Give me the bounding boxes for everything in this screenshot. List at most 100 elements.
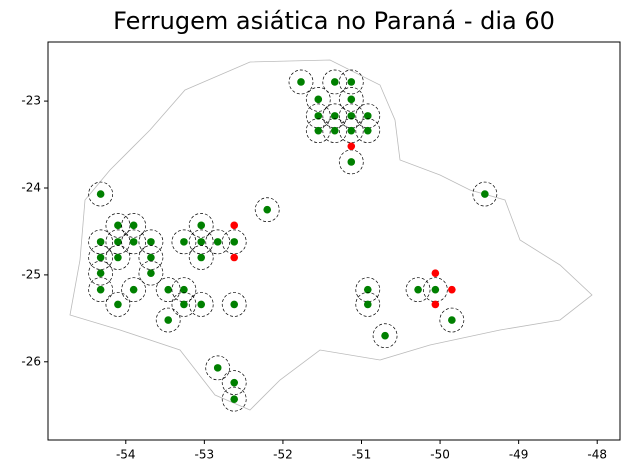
point (164, 316, 173, 324)
point (114, 253, 122, 262)
point (129, 221, 138, 230)
point (147, 253, 155, 262)
point (230, 378, 239, 387)
halo (105, 245, 131, 270)
point (230, 238, 239, 246)
halo (121, 277, 146, 303)
point (448, 316, 456, 324)
point (147, 269, 155, 277)
halo (472, 181, 498, 207)
point (330, 112, 339, 120)
point (213, 364, 222, 372)
point (129, 285, 138, 294)
halo (205, 229, 231, 255)
point (431, 300, 440, 309)
point (431, 285, 440, 294)
point (481, 190, 489, 198)
point (330, 78, 339, 86)
halo (88, 229, 113, 255)
point (230, 253, 239, 262)
point (197, 221, 206, 230)
halo (305, 118, 331, 143)
halo (155, 307, 181, 333)
point (96, 269, 105, 277)
halo (439, 307, 465, 333)
point (230, 395, 239, 403)
halo (188, 229, 214, 255)
halo (138, 229, 164, 255)
plot-frame (47, 41, 621, 441)
halo (288, 69, 314, 95)
point (96, 190, 105, 198)
point (363, 112, 372, 120)
point (448, 285, 456, 294)
halo (254, 197, 280, 223)
point (314, 95, 323, 104)
halo (121, 213, 146, 238)
x-tick-label: -53 (195, 448, 215, 462)
halo (171, 292, 197, 317)
halo (355, 277, 381, 303)
halo (423, 277, 448, 303)
point (129, 238, 138, 246)
halo (171, 277, 197, 303)
point (180, 238, 188, 246)
point (314, 112, 323, 120)
point (114, 300, 122, 309)
y-tick-label: -23 (21, 94, 41, 108)
point (330, 126, 339, 135)
halo (355, 118, 381, 143)
point (431, 269, 440, 277)
point (230, 221, 239, 230)
halo (138, 260, 164, 286)
halo (355, 103, 381, 129)
point (263, 205, 272, 214)
halo (338, 118, 364, 143)
point (114, 238, 122, 246)
point (230, 300, 239, 309)
point (347, 126, 356, 135)
point (164, 285, 173, 294)
point (347, 95, 356, 104)
halo (372, 323, 398, 349)
point (347, 142, 356, 151)
halo (221, 386, 247, 412)
point (297, 78, 305, 86)
x-tick-label: -52 (273, 448, 293, 462)
point (347, 78, 356, 86)
y-tick-label: -25 (21, 267, 41, 281)
point (363, 126, 372, 135)
halo (188, 292, 214, 317)
point (347, 112, 356, 120)
point (347, 158, 356, 166)
halo (88, 245, 113, 270)
halo (205, 355, 231, 381)
halo (305, 103, 331, 129)
halo (338, 69, 364, 95)
halo (322, 103, 348, 129)
point (197, 253, 206, 262)
x-tick-label: -50 (430, 448, 450, 462)
x-tick-label: -49 (509, 448, 529, 462)
point (96, 238, 105, 246)
point (363, 300, 372, 309)
halo (338, 87, 364, 112)
y-tick-label: -24 (21, 180, 41, 194)
halo (221, 292, 247, 317)
point (180, 285, 188, 294)
halo (305, 87, 331, 112)
halo (188, 213, 214, 238)
point (381, 331, 389, 340)
halo (405, 277, 431, 303)
point (147, 238, 155, 246)
halo (171, 229, 197, 255)
halo (188, 245, 214, 270)
x-tick-label: -51 (352, 448, 372, 462)
point (197, 238, 206, 246)
halo (105, 292, 131, 317)
x-tick-label: -54 (116, 448, 136, 462)
halo (88, 260, 113, 286)
halo (121, 229, 146, 255)
state-outline (69, 59, 593, 411)
